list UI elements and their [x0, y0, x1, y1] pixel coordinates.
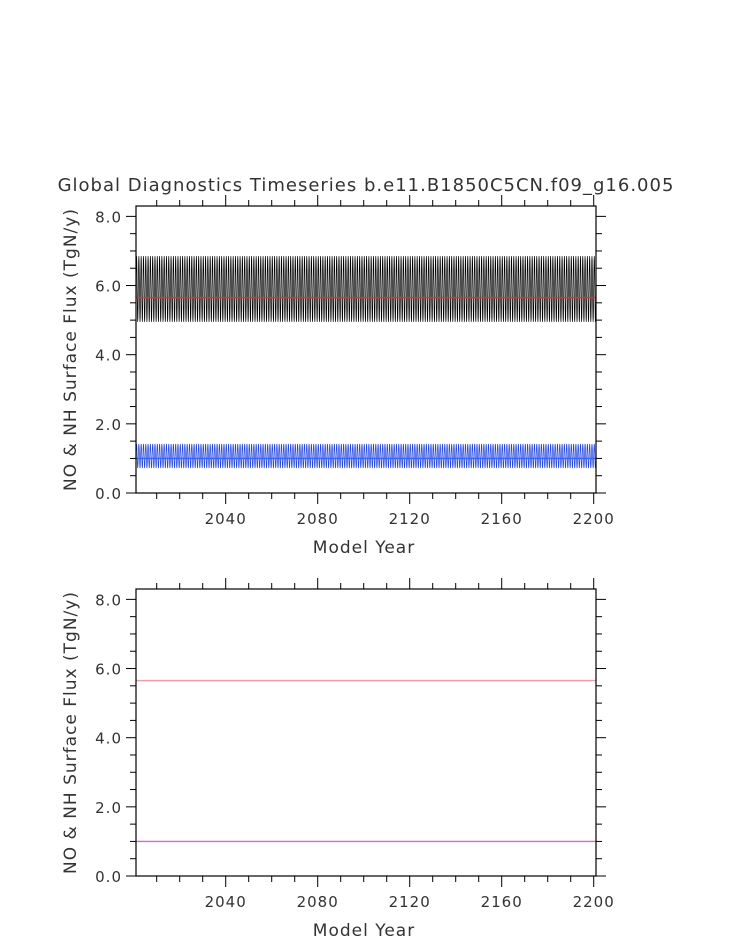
series-line — [135, 256, 597, 322]
y-tick-label: 2.0 — [95, 416, 122, 434]
chart-title: Global Diagnostics Timeseries b.e11.B185… — [58, 175, 675, 196]
x-tick-label: 2040 — [205, 893, 247, 911]
y-tick-label: 8.0 — [95, 208, 122, 226]
x-tick-label: 2080 — [297, 893, 339, 911]
panel-2: 2040 2080 2120 2160 2200 0.0 2.0 4.0 6.0 8.0 Model… — [61, 578, 615, 941]
series-seasonal-1 — [135, 256, 597, 322]
x-tick-label: 2120 — [389, 893, 431, 911]
x-tick-label: 2200 — [573, 893, 615, 911]
x-tick-label: 2040 — [205, 510, 247, 528]
series-line — [135, 443, 597, 469]
y-tick-label: 6.0 — [95, 278, 122, 296]
y-axis-title: NO & NH Surface Flux (TgN/y) — [61, 591, 81, 874]
y-tick-label: 6.0 — [95, 661, 122, 679]
panel-1: 2040 2080 2120 2160 2200 0.0 2.0 4.0 6.0 8.0 Model… — [58, 175, 675, 558]
plot-frame — [135, 588, 597, 877]
y-tick-label: 2.0 — [95, 799, 122, 817]
x-tick-label: 2160 — [481, 893, 523, 911]
x-axis-title: Model Year — [313, 538, 415, 558]
y-tick-label: 0.0 — [95, 868, 122, 886]
y-axis-title: NO & NH Surface Flux (TgN/y) — [61, 208, 81, 491]
x-tick-label: 2200 — [573, 510, 615, 528]
y-tick-label: 8.0 — [95, 591, 122, 609]
y-tick-label: 0.0 — [95, 485, 122, 503]
y-tick-label: 4.0 — [95, 347, 122, 365]
series-seasonal-3 — [135, 443, 597, 469]
y-tick-label: 4.0 — [95, 730, 122, 748]
x-axis-title: Model Year — [313, 921, 415, 941]
x-tick-label: 2160 — [481, 510, 523, 528]
x-tick-label: 2080 — [297, 510, 339, 528]
x-tick-label: 2120 — [389, 510, 431, 528]
plot-frame — [135, 205, 597, 494]
